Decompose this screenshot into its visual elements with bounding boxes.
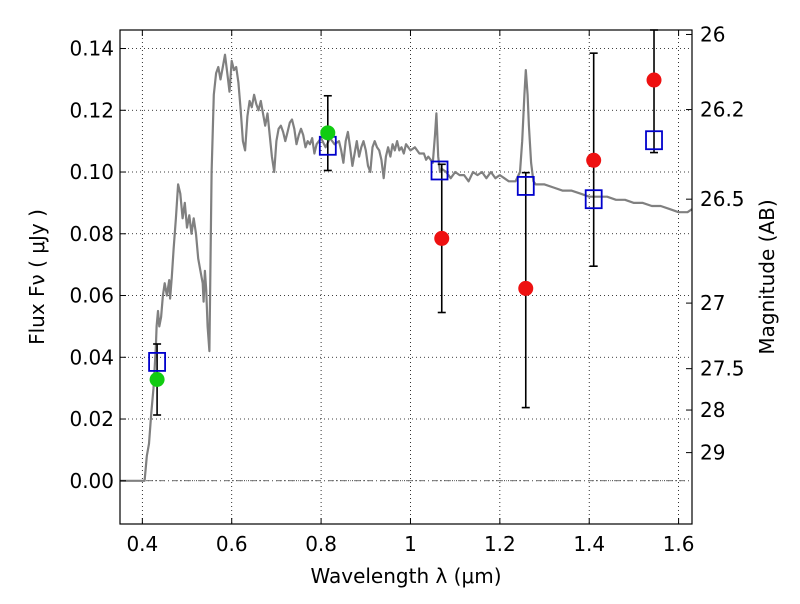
y-tick-label: 0.00 <box>69 469 114 493</box>
x-tick-label: 1 <box>404 532 417 556</box>
y-tick-label: 0.10 <box>69 160 114 184</box>
y-axis-label: Flux Fν ( μJy ) <box>25 209 49 345</box>
mag-tick-label: 28 <box>700 398 725 422</box>
model-point <box>516 176 535 196</box>
mag-tick-label: 26.5 <box>700 187 745 211</box>
y-tick-label: 0.06 <box>69 284 114 308</box>
observed-point <box>646 72 662 88</box>
template-spectrum <box>120 53 693 482</box>
model-point <box>430 160 449 181</box>
observed-point <box>518 280 534 296</box>
model-point <box>148 352 166 372</box>
model-point <box>645 130 663 151</box>
mag-tick-label: 27 <box>700 291 725 315</box>
observed-point <box>320 125 336 141</box>
x-tick-label: 1.2 <box>484 532 516 556</box>
x-axis-label: Wavelength λ (μm) <box>310 564 501 588</box>
mag-tick-label: 29 <box>700 441 725 465</box>
y-tick-label: 0.04 <box>69 345 114 369</box>
y-tick-label: 0.14 <box>69 37 114 61</box>
mag-tick-label: 27.5 <box>700 357 745 381</box>
axis-ticks: 0.4 0.6 0.8 1 1.2 1.4 1.6 0.00 0.02 0.04 0.06 0.08 0… <box>69 22 744 556</box>
plot-frame <box>119 29 693 525</box>
y-tick-label: 0.08 <box>69 222 114 246</box>
x-tick-label: 0.4 <box>126 532 158 556</box>
x-tick-label: 1.4 <box>573 532 605 556</box>
model-point <box>584 189 603 210</box>
y-tick-label: 0.02 <box>69 407 114 431</box>
observed-point <box>149 372 165 388</box>
observed-photometry-series <box>149 72 662 388</box>
mag-tick-label: 26 <box>700 22 725 46</box>
mag-tick-label: 26.2 <box>700 98 745 122</box>
model-photometry-series <box>148 130 663 372</box>
grid <box>120 30 692 524</box>
x-tick-label: 0.6 <box>216 532 248 556</box>
observed-point <box>586 152 602 168</box>
x-tick-label: 1.6 <box>663 532 695 556</box>
template-spectrum-line <box>120 53 693 482</box>
plot-background <box>120 30 692 524</box>
y-axis-right-label: Magnitude (AB) <box>755 199 779 354</box>
y-tick-label: 0.12 <box>69 98 114 122</box>
observed-point <box>434 230 450 246</box>
x-tick-label: 0.8 <box>305 532 337 556</box>
